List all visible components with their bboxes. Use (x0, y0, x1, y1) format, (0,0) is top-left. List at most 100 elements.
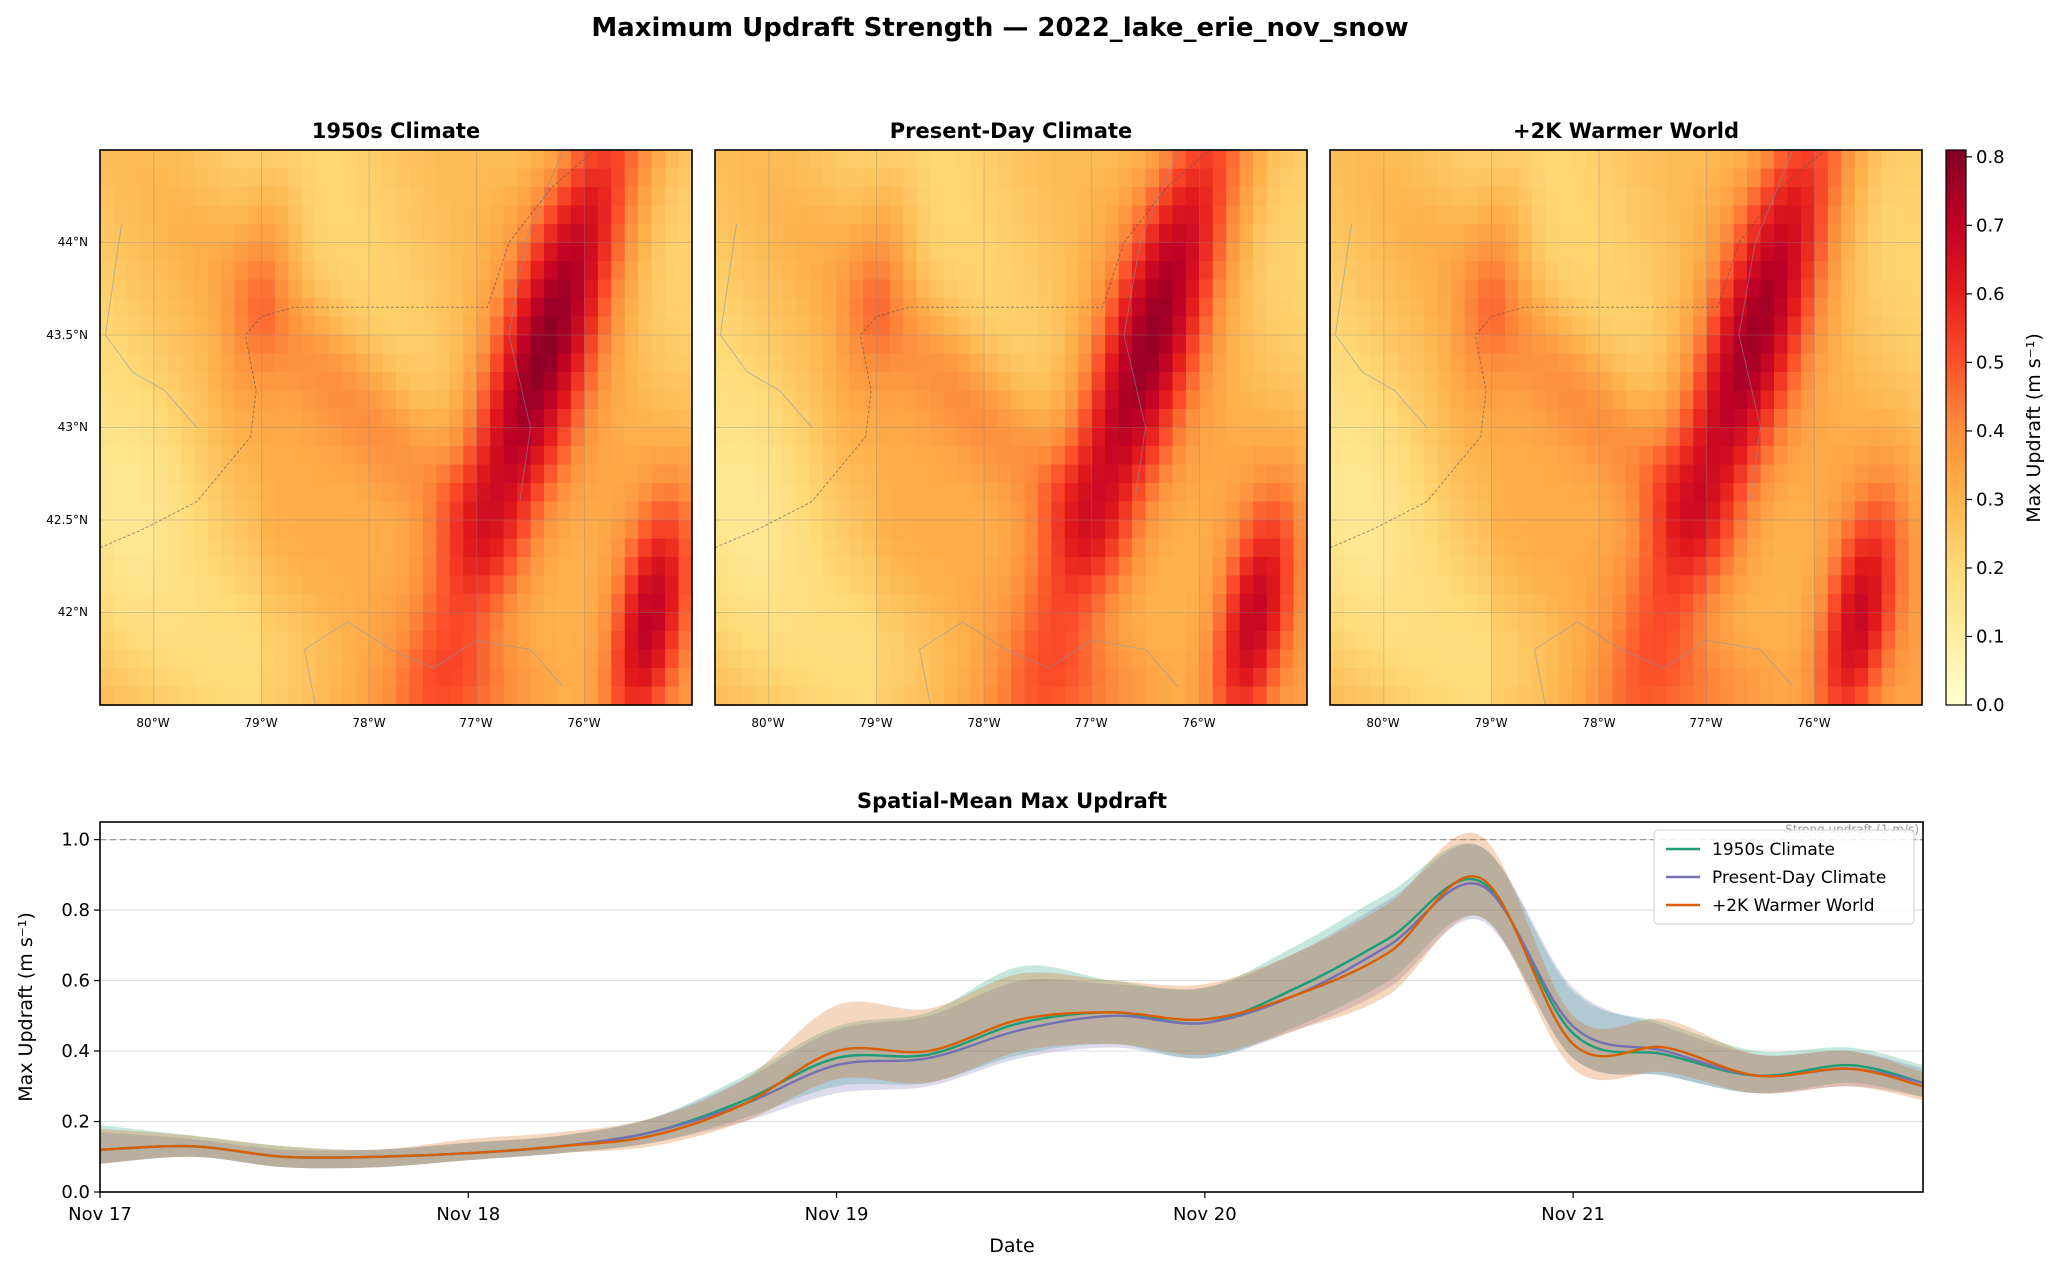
heatmap-cell (342, 483, 357, 503)
heatmap-cell (1037, 168, 1052, 188)
heatmap-cell (1733, 557, 1748, 577)
heatmap-cell (1280, 686, 1295, 706)
heatmap-cell (1841, 150, 1856, 170)
heatmap-cell (1841, 409, 1856, 429)
heatmap-cell (1908, 594, 1923, 614)
heatmap-cell (153, 390, 168, 410)
heatmap-cell (557, 372, 572, 392)
heatmap-cell (1478, 538, 1493, 558)
heatmap-cell (221, 187, 236, 207)
heatmap-cell (943, 446, 958, 466)
heatmap-cell (517, 538, 532, 558)
heatmap-cell (1424, 150, 1439, 170)
heatmap-cell (100, 446, 115, 466)
heatmap-cell (436, 501, 451, 521)
heatmap-cell (1881, 409, 1896, 429)
heatmap-cell (517, 316, 532, 336)
heatmap-cell (1531, 427, 1546, 447)
x-tick-label: Nov 21 (1541, 1204, 1605, 1225)
heatmap-cell (1024, 427, 1039, 447)
heatmap-cell (194, 668, 209, 688)
heatmap-cell (396, 390, 411, 410)
heatmap-cell (957, 205, 972, 225)
heatmap-cell (768, 205, 783, 225)
heatmap-cell (1172, 686, 1187, 706)
heatmap-cell (1078, 427, 1093, 447)
heatmap-cell (1037, 298, 1052, 318)
heatmap-cell (1451, 538, 1466, 558)
heatmap-cell (1037, 501, 1052, 521)
heatmap-cell (530, 353, 545, 373)
heatmap-cell (1572, 427, 1587, 447)
heatmap-cell (678, 649, 693, 669)
heatmap-cell (436, 483, 451, 503)
heatmap-cell (1814, 612, 1829, 632)
heatmap-cell (570, 575, 585, 595)
heatmap-cell (1545, 205, 1560, 225)
heatmap-cell (342, 261, 357, 281)
heatmap-cell (1814, 427, 1829, 447)
heatmap-cell (1585, 649, 1600, 669)
heatmap-cell (328, 631, 343, 651)
heatmap-cell (274, 261, 289, 281)
y-axis-label: Max Updraft (m s⁻¹) (15, 912, 37, 1102)
heatmap-cell (795, 353, 810, 373)
heatmap-cell (597, 353, 612, 373)
heatmap-cell (836, 538, 851, 558)
heatmap-cell (1253, 520, 1268, 540)
heatmap-cell (1105, 557, 1120, 577)
heatmap-cell (328, 335, 343, 355)
heatmap-cell (1545, 168, 1560, 188)
heatmap-cell (180, 242, 195, 262)
heatmap-cell (1572, 316, 1587, 336)
heatmap-cell (1105, 187, 1120, 207)
heatmap-cell (1895, 298, 1910, 318)
heatmap-cell (517, 612, 532, 632)
heatmap-cell (1747, 261, 1762, 281)
heatmap-cell (1854, 150, 1869, 170)
heatmap-cell (1024, 316, 1039, 336)
heatmap-cell (1293, 168, 1308, 188)
heatmap-cell (1011, 538, 1026, 558)
heatmap-cell (1545, 372, 1560, 392)
heatmap-cell (1330, 390, 1345, 410)
lat-tick-label: 42°N (58, 605, 88, 619)
heatmap-cell (1064, 649, 1079, 669)
heatmap-cell (1504, 390, 1519, 410)
heatmap-cell (140, 353, 155, 373)
heatmap-cell (1774, 409, 1789, 429)
heatmap-cell (1226, 409, 1241, 429)
heatmap-cell (100, 538, 115, 558)
heatmap-cell (1558, 557, 1573, 577)
heatmap-cell (1356, 446, 1371, 466)
heatmap-cell (1868, 594, 1883, 614)
heatmap-cell (1293, 557, 1308, 577)
heatmap-cell (1518, 557, 1533, 577)
heatmap-cell (396, 612, 411, 632)
heatmap-cell (1024, 409, 1039, 429)
heatmap-cell (903, 316, 918, 336)
heatmap-cell (1293, 335, 1308, 355)
heatmap-cell (1626, 686, 1641, 706)
heatmap-cell (1159, 631, 1174, 651)
heatmap-cell (849, 261, 864, 281)
heatmap-cell (1545, 464, 1560, 484)
heatmap-cell (153, 168, 168, 188)
heatmap-cell (180, 649, 195, 669)
heatmap-cell (782, 520, 797, 540)
heatmap-cell (970, 631, 985, 651)
heatmap-cell (1720, 631, 1735, 651)
heatmap-cell (221, 316, 236, 336)
heatmap-cell (167, 168, 182, 188)
river-line (508, 149, 564, 502)
heatmap-cell (1078, 446, 1093, 466)
heatmap-cell (1064, 261, 1079, 281)
heatmap-cell (1666, 168, 1681, 188)
heatmap-cell (1118, 446, 1133, 466)
heatmap-cell (1145, 205, 1160, 225)
heatmap-cell (153, 261, 168, 281)
heatmap-cell (167, 483, 182, 503)
heatmap-cell (1159, 649, 1174, 669)
heatmap-cell (1531, 224, 1546, 244)
heatmap-cell (1464, 594, 1479, 614)
